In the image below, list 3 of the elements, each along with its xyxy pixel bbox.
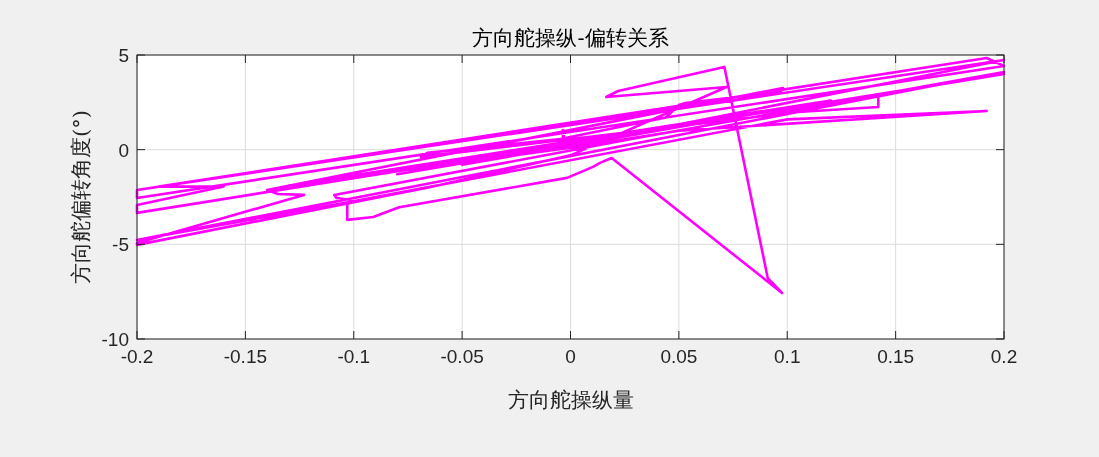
title: 方向舵操纵-偏转关系	[472, 26, 669, 50]
ylabel: 方向舵偏转角度(°)	[69, 110, 93, 284]
xlabel: 方向舵操纵量	[507, 388, 634, 412]
